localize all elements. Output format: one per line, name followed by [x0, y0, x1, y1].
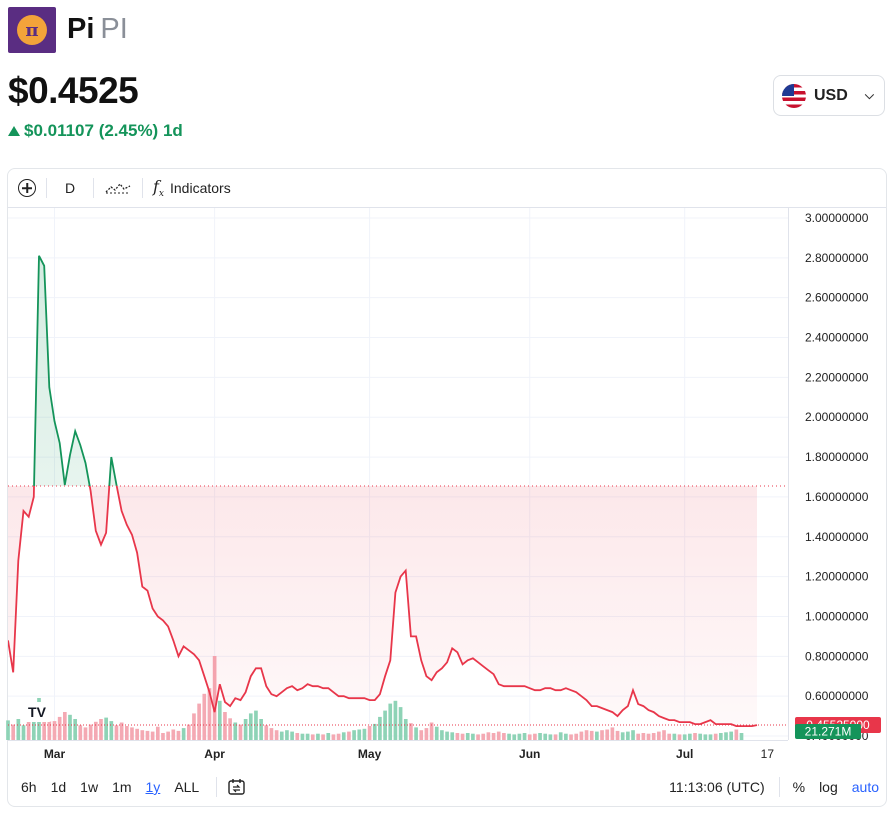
price-change: $0.01107 (2.45%) 1d [8, 121, 183, 141]
range-button-1y[interactable]: 1y [145, 779, 161, 795]
add-symbol-button[interactable] [8, 169, 46, 207]
log-toggle[interactable]: log [819, 779, 838, 795]
auto-toggle[interactable]: auto [851, 779, 879, 795]
interval-button[interactable]: D [64, 180, 76, 196]
toolbar-divider [46, 178, 47, 198]
pi-coin-icon: π [17, 15, 47, 45]
chart-panel [7, 168, 887, 807]
chevron-down-icon: ⌵ [864, 88, 874, 102]
indicators-button[interactable]: fx Indicators [143, 169, 241, 207]
function-icon: fx [153, 176, 164, 200]
plus-circle-icon [18, 179, 36, 197]
range-button-1d[interactable]: 1d [50, 779, 67, 795]
triangle-up-icon [8, 126, 20, 136]
chart-style-button[interactable] [94, 169, 142, 207]
coin-logo: π [8, 7, 56, 53]
utc-time: 11:13:06 (UTC) [669, 779, 765, 795]
range-button-all[interactable]: ALL [174, 779, 200, 795]
toolbar-divider [778, 777, 780, 797]
range-list: 6h 1d 1w 1m 1y ALL [8, 779, 206, 795]
currency-selector[interactable]: USD ⌵ [773, 75, 885, 116]
range-button-1m[interactable]: 1m [112, 779, 132, 795]
toolbar-divider [142, 178, 143, 198]
calendar-icon [228, 779, 245, 795]
percent-toggle[interactable]: % [792, 779, 806, 795]
range-button-6h[interactable]: 6h [21, 779, 37, 795]
indicators-label: Indicators [170, 180, 231, 196]
coin-title: Pi PI [67, 13, 128, 46]
chart-toolbar: D fx Indicators [8, 169, 886, 207]
toolbar-divider [93, 178, 94, 198]
range-bar: 6h 1d 1w 1m 1y ALL 11:13:06 (UTC) % log auto [8, 768, 886, 806]
price-change-value: $0.01107 (2.45%) 1d [24, 121, 183, 140]
current-price: $0.4525 [8, 70, 139, 111]
toolbar-divider [216, 777, 218, 797]
coin-symbol: PI [100, 13, 128, 45]
currency-label: USD [814, 86, 848, 104]
date-range-button[interactable] [227, 778, 247, 796]
range-button-1w[interactable]: 1w [80, 779, 99, 795]
line-style-icon [105, 182, 131, 194]
coin-name: Pi [67, 13, 95, 45]
us-flag-icon [782, 83, 806, 108]
